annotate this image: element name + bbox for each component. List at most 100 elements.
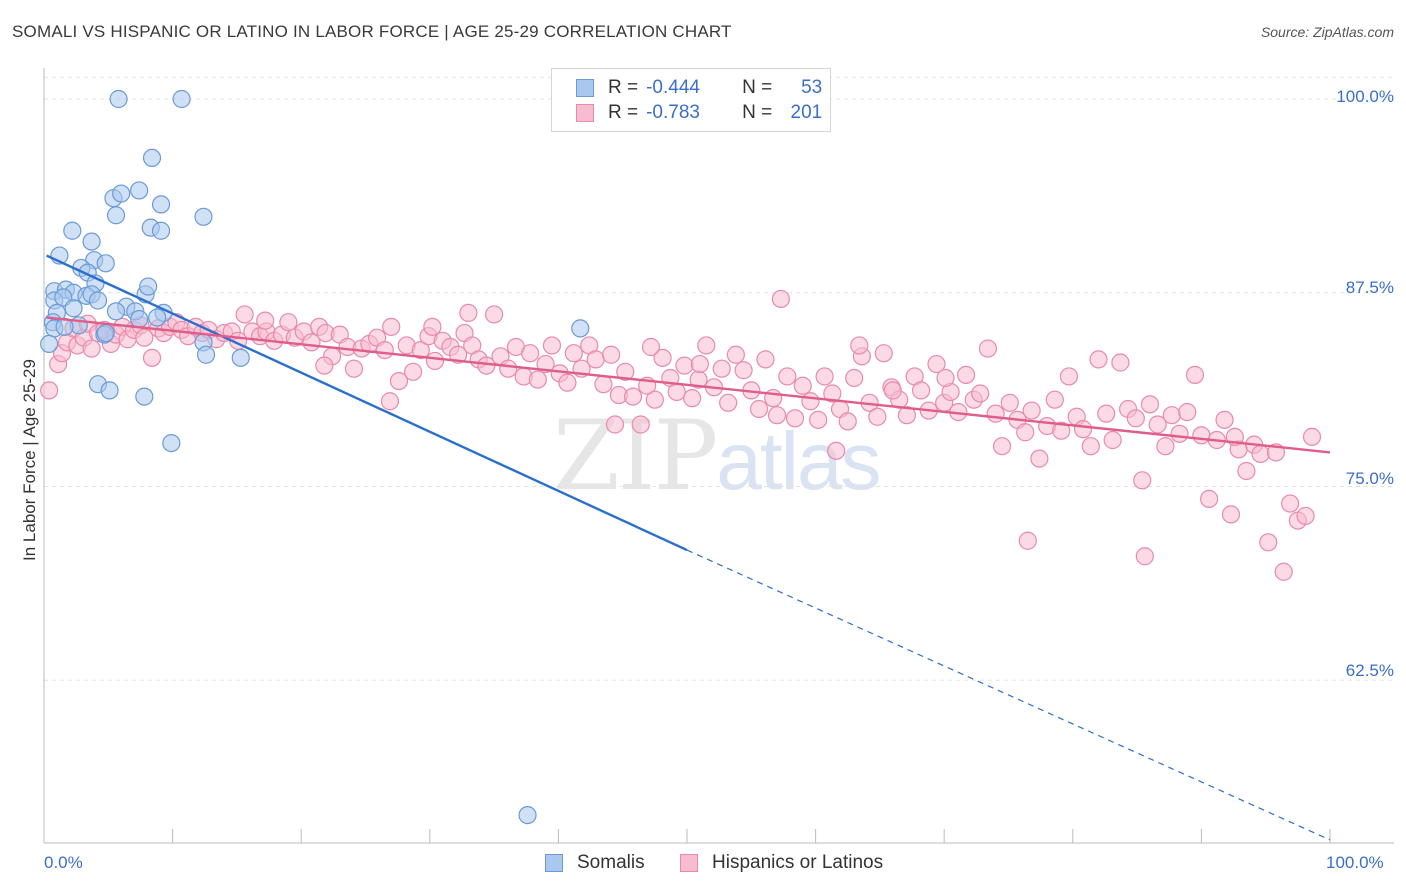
hispanic-point	[459, 303, 478, 322]
hispanic-point	[1073, 420, 1093, 439]
hispanic-point	[1052, 421, 1071, 440]
hispanic-point	[785, 409, 805, 428]
somali-point	[106, 302, 126, 321]
chart-title: SOMALI VS HISPANIC OR LATINO IN LABOR FO…	[12, 22, 732, 41]
hispanic-point	[536, 354, 555, 374]
legend-n-label: N =	[742, 102, 773, 123]
hispanic-point	[403, 362, 423, 381]
legend-n-label: N =	[742, 77, 773, 98]
hispanic-point	[425, 351, 445, 371]
hispanic-point	[838, 412, 857, 431]
hispanic-point	[734, 361, 753, 380]
hispanic-point	[1148, 415, 1167, 434]
legend-r-value: -0.783	[646, 102, 700, 123]
hispanic-point	[1133, 471, 1152, 490]
hispanic-point	[380, 392, 400, 411]
hispanic-point	[279, 313, 298, 332]
hispanic-point	[815, 367, 834, 386]
hispanic-point	[874, 344, 893, 363]
somali-point	[172, 89, 191, 109]
bottom-legend-swatch-hispanic	[680, 854, 698, 872]
hispanic-point	[135, 328, 154, 347]
legend-r-label: R =	[608, 77, 639, 98]
legend-row-hispanic: R = -0.783 N = 201	[576, 101, 822, 125]
x-tick-label: 0.0%	[44, 853, 83, 872]
y-tick-label: 62.5%	[1345, 661, 1394, 680]
hispanic-point	[1016, 423, 1035, 442]
hispanic-point	[645, 390, 664, 409]
hispanic-point	[1081, 437, 1100, 456]
somali-point	[518, 805, 537, 825]
hispanic-point	[726, 345, 745, 364]
somali-point	[151, 195, 171, 214]
legend-swatch-somali	[576, 79, 594, 97]
somali-point	[130, 181, 149, 200]
somali-point	[148, 308, 167, 327]
hispanic-point	[485, 305, 504, 324]
hispanic-point	[1170, 424, 1189, 443]
hispanic-point	[1200, 489, 1219, 508]
hispanic-point	[1022, 401, 1041, 420]
hispanic-point	[1156, 437, 1175, 456]
legend-r-label: R =	[608, 102, 639, 123]
hispanic-point	[1192, 426, 1211, 445]
somali-point	[135, 387, 154, 406]
y-axis-label: In Labor Force | Age 25-29	[20, 359, 39, 561]
hispanic-point	[411, 341, 430, 360]
hispanic-point	[631, 415, 650, 434]
hispanic-point	[1221, 505, 1241, 524]
hispanic-point	[1059, 367, 1079, 386]
hispanic-point	[564, 344, 583, 363]
somali-point	[231, 348, 250, 367]
hispanic-point	[749, 399, 769, 419]
hispanic-point	[845, 368, 864, 388]
somali-point	[40, 334, 59, 353]
x-tick-label: 100.0%	[1326, 853, 1384, 872]
somali-point	[109, 89, 128, 109]
hispanic-point	[978, 339, 998, 358]
hispanic-point	[1089, 350, 1108, 369]
hispanic-point	[897, 406, 917, 425]
somali-trendline	[46, 254, 688, 552]
somali-point	[162, 434, 181, 453]
hispanic-point	[1140, 395, 1160, 414]
somali-point	[63, 221, 82, 240]
hispanic-point	[971, 384, 990, 403]
hispanic-point	[1281, 494, 1300, 513]
hispanic-point	[911, 381, 931, 400]
hispanic-point	[1251, 444, 1270, 464]
hispanic-point	[616, 362, 635, 381]
somali-point	[151, 221, 171, 240]
somali-point	[571, 319, 590, 338]
legend-swatch-hispanic	[576, 104, 594, 122]
hispanic-point	[375, 341, 394, 360]
hispanic-point	[1259, 533, 1278, 552]
hispanic-point	[423, 317, 442, 336]
somali-point	[88, 291, 108, 310]
somali-point	[142, 148, 162, 167]
hispanic-point	[667, 382, 686, 402]
hispanic-point	[883, 381, 902, 400]
hispanic-point	[1045, 390, 1064, 409]
hispanic-point	[690, 354, 709, 374]
hispanic-point	[1018, 531, 1037, 550]
hispanic-point	[1000, 393, 1019, 412]
bottom-legend-hispanic: Hispanics or Latinos	[680, 852, 883, 874]
hispanic-point	[927, 354, 946, 374]
somali-point	[194, 207, 213, 226]
hispanic-point	[827, 441, 846, 460]
hispanic-point	[823, 384, 842, 403]
hispanic-point	[1185, 365, 1205, 384]
somali-point	[196, 345, 216, 364]
hispanic-point	[712, 359, 731, 378]
somali-point	[96, 254, 115, 273]
watermark-atlas: atlas	[716, 416, 881, 507]
hispanic-point	[653, 348, 672, 367]
hispanic-point	[594, 375, 613, 394]
y-tick-label: 87.5%	[1345, 278, 1394, 297]
hispanic-point	[40, 381, 59, 400]
hispanic-point	[1302, 427, 1322, 446]
hispanic-point	[771, 289, 790, 309]
hispanic-point	[1097, 404, 1116, 423]
